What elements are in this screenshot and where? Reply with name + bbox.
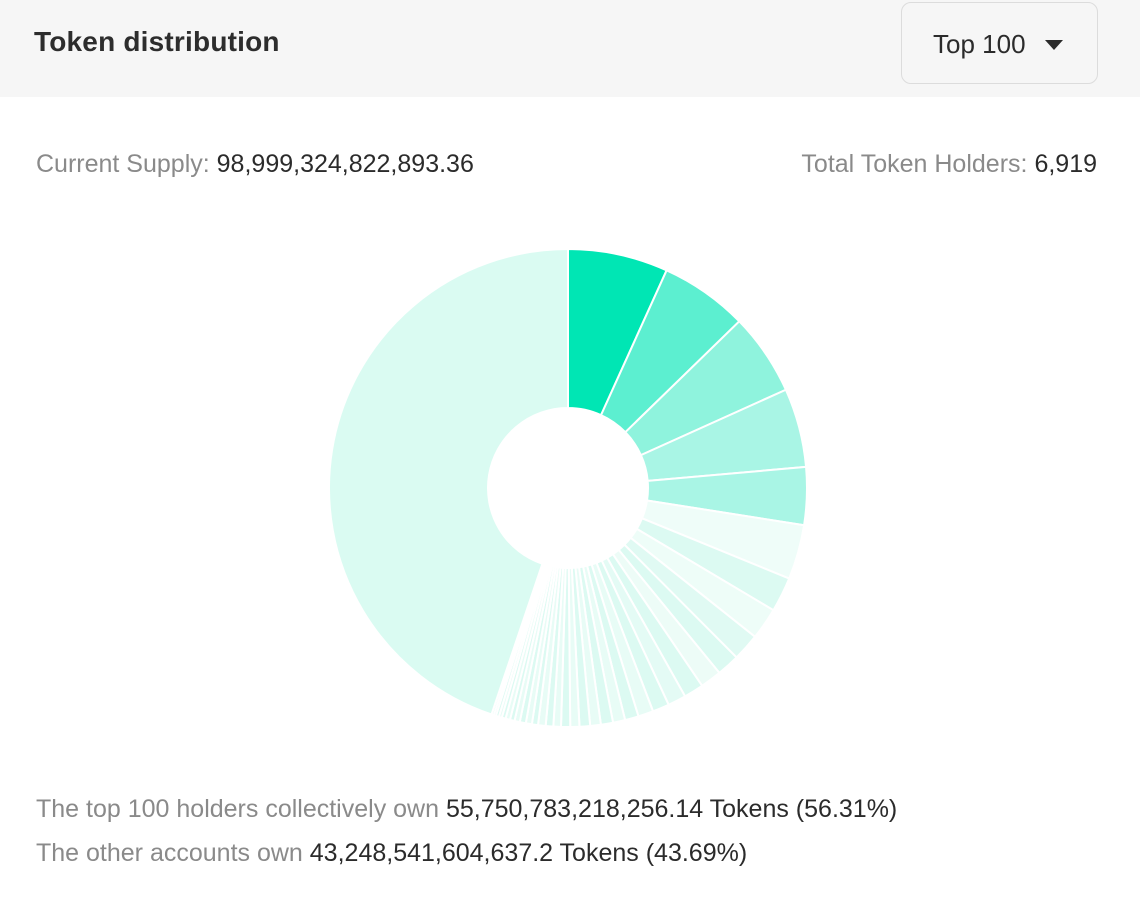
other-accounts-summary-value: 43,248,541,604,637.2 Tokens (43.69%) (309, 839, 748, 867)
other-accounts-summary: The other accounts own 43,248,541,604,63… (36, 839, 747, 868)
header-bar: Token distribution Top 100 (0, 0, 1140, 97)
slice-other-accounts[interactable] (328, 247, 569, 716)
token-distribution-donut-chart (328, 247, 808, 729)
page-title: Token distribution (34, 26, 280, 57)
total-token-holders: Total Token Holders: 6,919 (801, 150, 1097, 179)
total-token-holders-value: 6,919 (1034, 150, 1097, 178)
current-supply-label: Current Supply: (36, 150, 210, 178)
total-token-holders-label: Total Token Holders: (801, 150, 1028, 178)
top-holders-dropdown[interactable]: Top 100 (901, 2, 1098, 84)
top-holders-summary-label: The top 100 holders collectively own (36, 795, 440, 823)
current-supply: Current Supply: 98,999,324,822,893.36 (36, 150, 474, 179)
top-holders-summary-value: 55,750,783,218,256.14 Tokens (56.31%) (445, 795, 898, 823)
caret-down-icon (1045, 40, 1063, 50)
dropdown-selected-value: Top 100 (933, 29, 1026, 59)
top-holders-summary: The top 100 holders collectively own 55,… (36, 795, 897, 824)
current-supply-value: 98,999,324,822,893.36 (216, 150, 474, 178)
other-accounts-summary-label: The other accounts own (36, 839, 303, 867)
